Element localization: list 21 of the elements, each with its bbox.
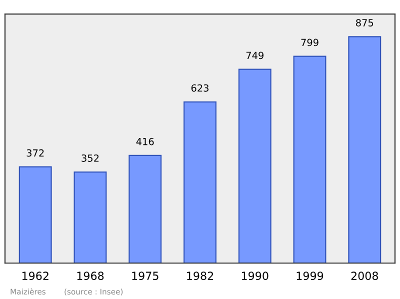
data-label: 799: [301, 38, 318, 46]
x-tick-label: 1975: [132, 272, 158, 280]
bar: [128, 154, 162, 264]
bar: [184, 101, 216, 264]
x-tick-label: 1999: [296, 272, 324, 280]
data-label: 749: [246, 52, 264, 60]
bar: [293, 56, 326, 264]
x-tick-label: 1982: [187, 272, 214, 280]
data-label: 623: [191, 84, 208, 92]
bar: [348, 36, 382, 264]
bar: [238, 68, 272, 264]
data-label: 372: [26, 149, 44, 157]
data-label: 352: [82, 154, 99, 162]
bar: [74, 171, 107, 264]
x-tick-label: 1968: [77, 272, 104, 280]
data-label: 416: [136, 138, 154, 146]
data-label: 875: [356, 19, 374, 26]
x-tick-label: 1990: [242, 272, 268, 280]
x-tick-label: 2008: [351, 272, 378, 280]
x-tick-label: 1962: [22, 272, 48, 280]
bar: [18, 166, 52, 264]
